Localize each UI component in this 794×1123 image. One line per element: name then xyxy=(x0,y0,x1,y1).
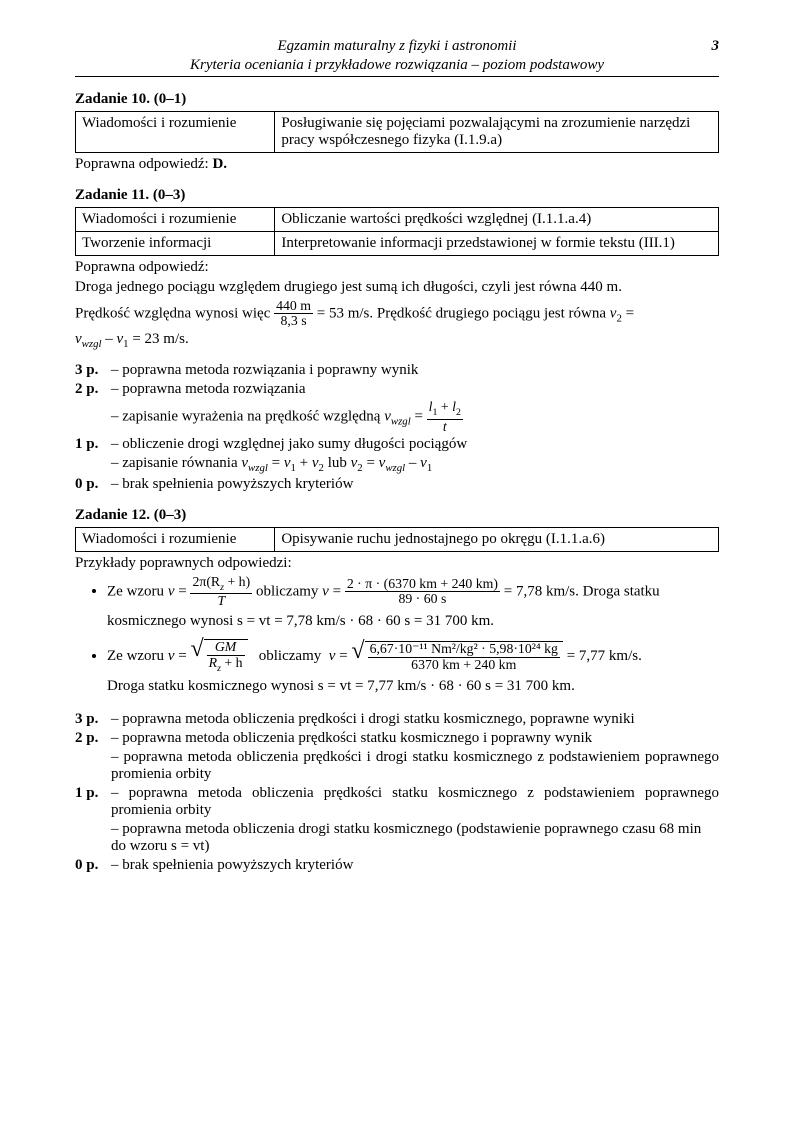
task12-r1-right: Opisywanie ruchu jednostajnego po okręgu… xyxy=(275,528,719,552)
task12-bullet2: Ze wzoru v = √GMRz + h obliczamy v = √6,… xyxy=(107,639,719,699)
task11-table: Wiadomości i rozumienie Obliczanie warto… xyxy=(75,207,719,256)
task10-table: Wiadomości i rozumienie Posługiwanie się… xyxy=(75,111,719,153)
task11-answer-heading: Poprawna odpowiedź: xyxy=(75,259,719,276)
task12-intro: Przykłady poprawnych odpowiedzi: xyxy=(75,555,719,572)
task10-answer: Poprawna odpowiedź: D. xyxy=(75,156,719,173)
task11-scoring: 3 p. – poprawna metoda rozwiązania i pop… xyxy=(75,362,719,493)
task12-r1-left: Wiadomości i rozumienie xyxy=(76,528,275,552)
task11-line2: Prędkość względna wynosi więc 440 m8,3 s… xyxy=(75,299,719,329)
task11-r1-left: Wiadomości i rozumienie xyxy=(76,207,275,231)
task11-line2b: = 53 m/s. Prędkość drugiego pociągu jest… xyxy=(313,305,610,321)
task10-title: Zadanie 10. (0–1) xyxy=(75,91,719,108)
task11-r2-left: Tworzenie informacji xyxy=(76,231,275,255)
task12-bullet1: Ze wzoru v = 2π(Rz + h)T obliczamy v = 2… xyxy=(107,575,719,634)
task10-r1-right: Posługiwanie się pojęciami pozwalającymi… xyxy=(275,111,719,152)
task10-answer-label: Poprawna odpowiedź: xyxy=(75,156,212,172)
task10-answer-value: D. xyxy=(212,156,227,172)
header-line-1: Egzamin maturalny z fizyki i astronomii xyxy=(277,38,516,54)
page-number: 3 xyxy=(712,37,720,56)
task11-r2-right: Interpretowanie informacji przedstawione… xyxy=(275,231,719,255)
task12-bullets: Ze wzoru v = 2π(Rz + h)T obliczamy v = 2… xyxy=(75,575,719,699)
header-line-2: Kryteria oceniania i przykładowe rozwiąz… xyxy=(190,57,604,73)
task10-r1-left: Wiadomości i rozumienie xyxy=(76,111,275,152)
fraction-l1l2-t: l1 + l2t xyxy=(427,400,463,434)
task12-scoring: 3 p.– poprawna metoda obliczenia prędkoś… xyxy=(75,711,719,874)
fraction-440-83: 440 m8,3 s xyxy=(274,299,313,329)
task11-line3: vwzgl – v1 = 23 m/s. xyxy=(75,331,719,350)
task11-line2a: Prędkość względna wynosi więc xyxy=(75,305,274,321)
task11-line1: Droga jednego pociągu względem drugiego … xyxy=(75,279,719,296)
task11-r1-right: Obliczanie wartości prędkości względnej … xyxy=(275,207,719,231)
task11-title: Zadanie 11. (0–3) xyxy=(75,187,719,204)
task12-title: Zadanie 12. (0–3) xyxy=(75,507,719,524)
task12-table: Wiadomości i rozumienie Opisywanie ruchu… xyxy=(75,527,719,552)
page-header: 3 Egzamin maturalny z fizyki i astronomi… xyxy=(75,37,719,77)
